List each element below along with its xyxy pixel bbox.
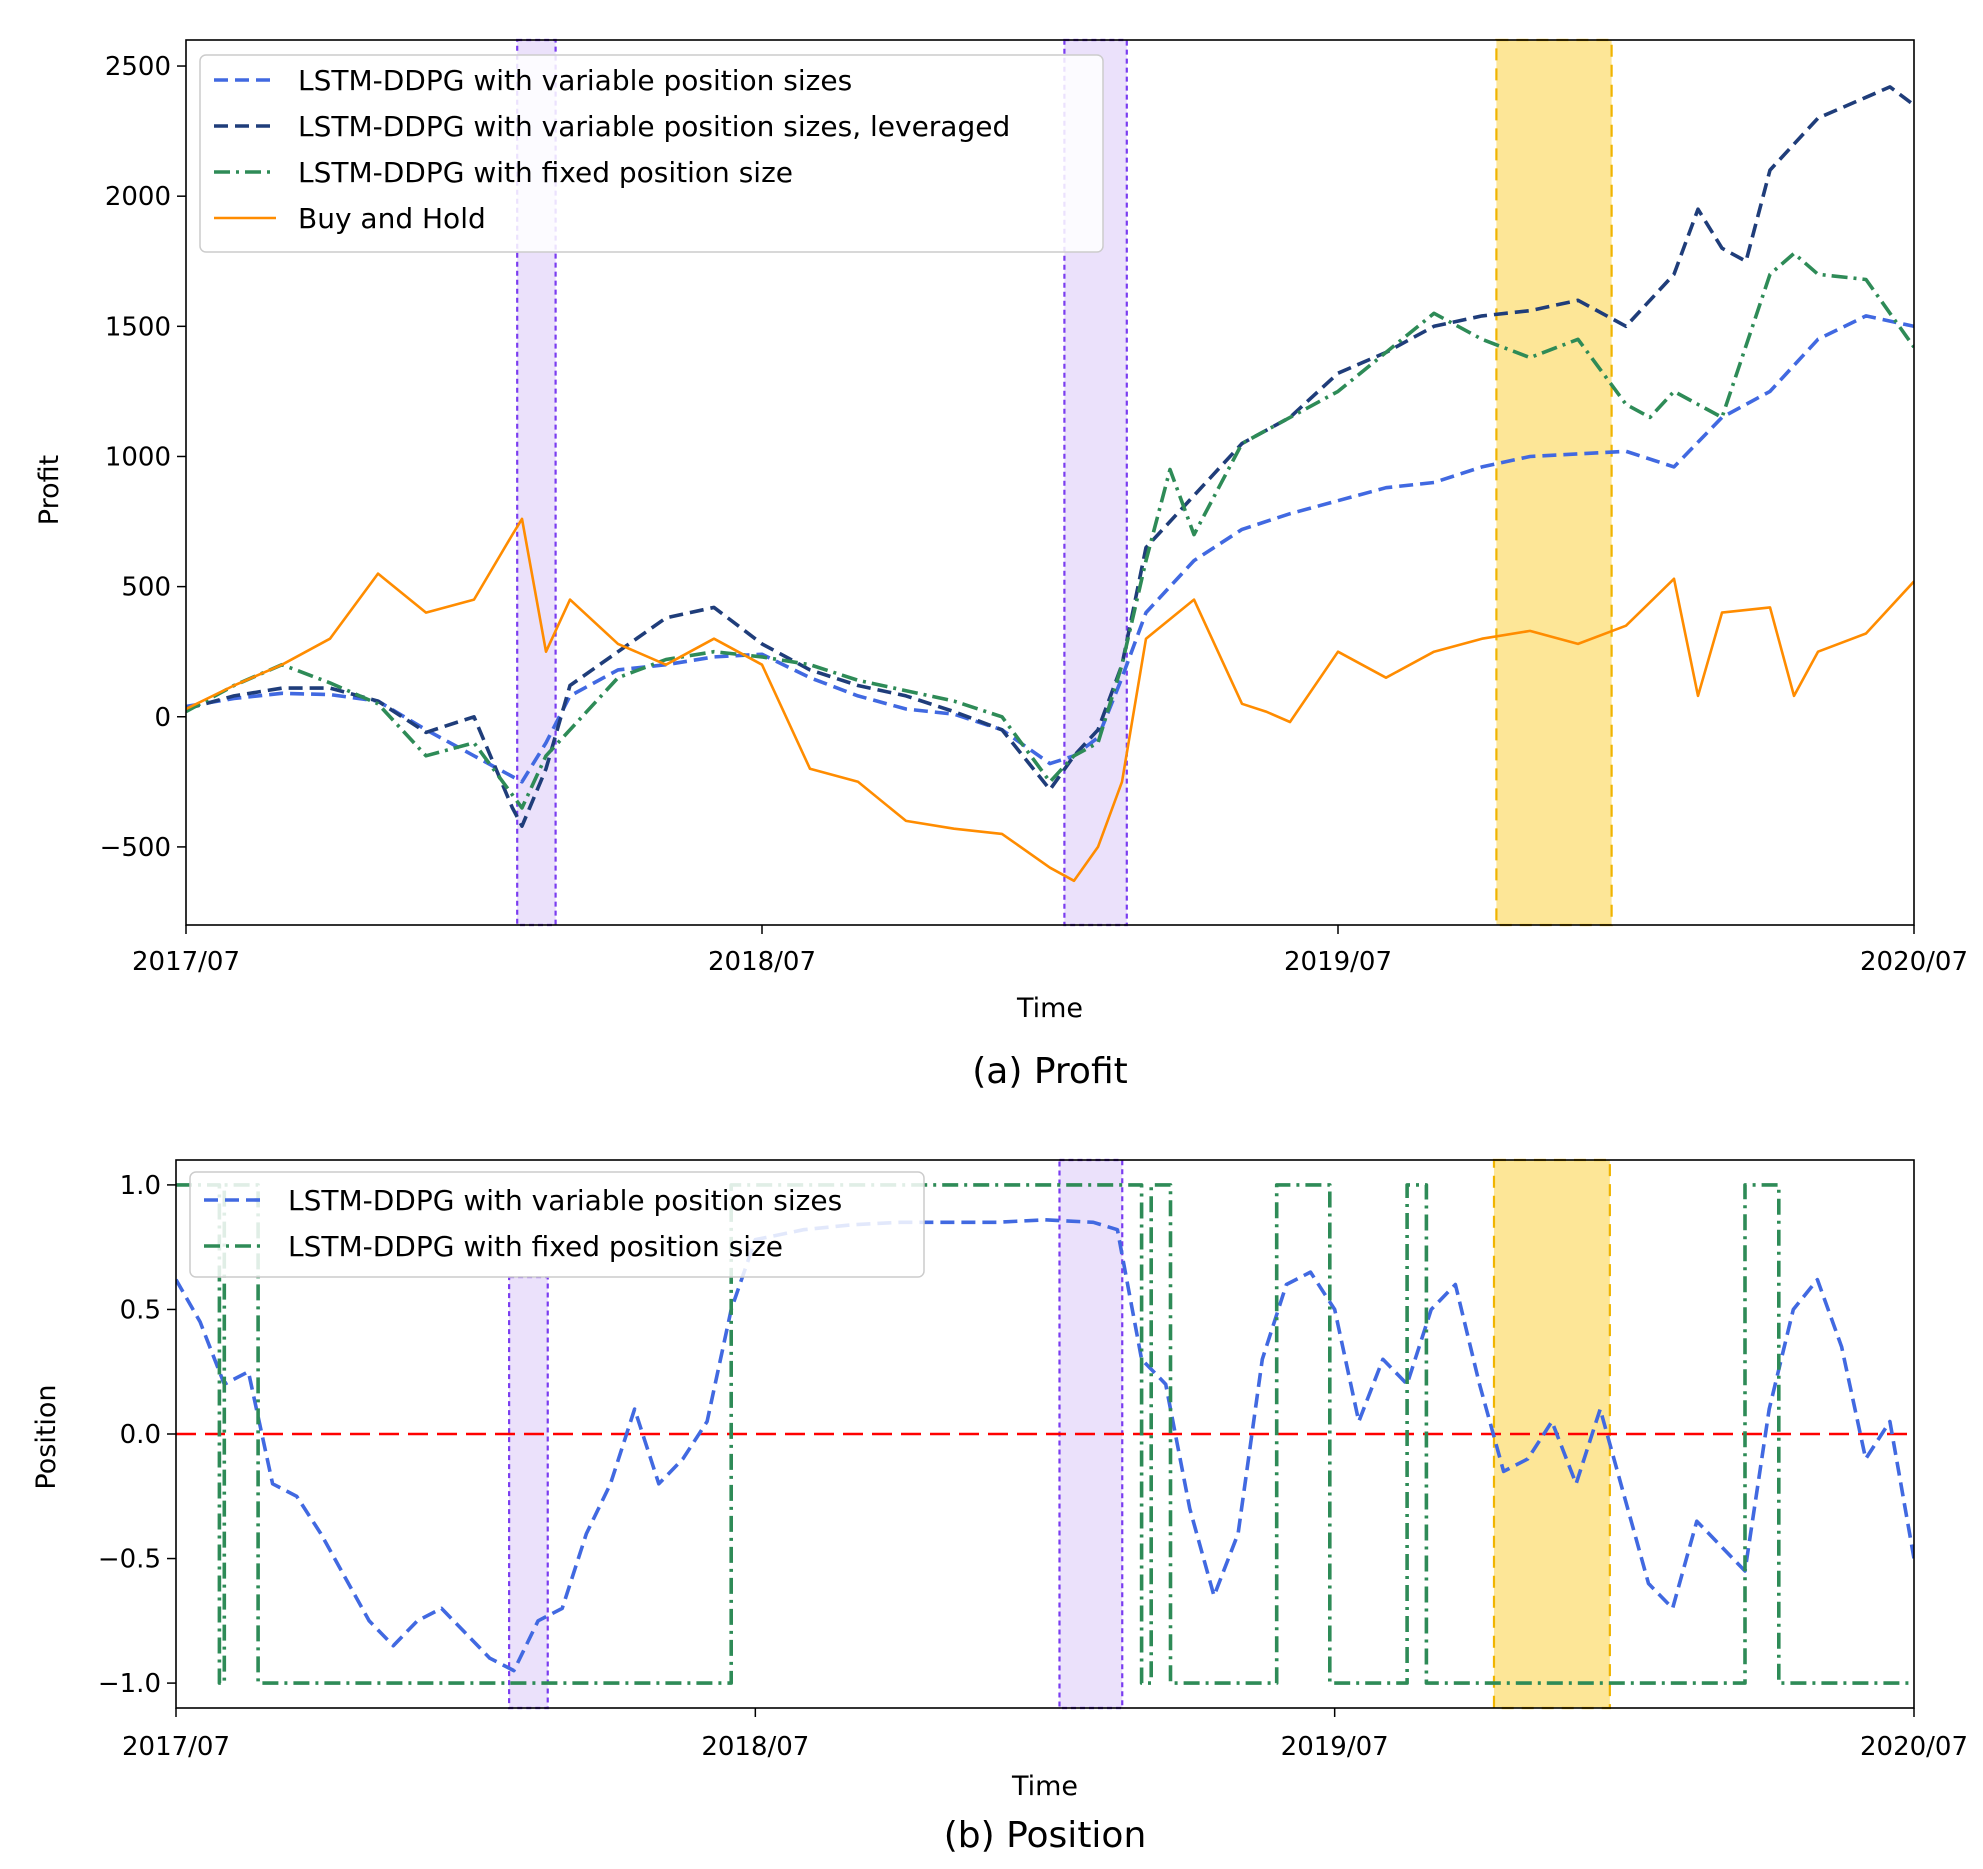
profit-y-tick-label: 0	[154, 703, 171, 733]
profit-x-tick-label: 2017/07	[132, 947, 240, 977]
profit-y-tick-label: 1000	[105, 442, 171, 472]
position-highlight-region	[508, 1275, 549, 1710]
profit-x-tick-label: 2018/07	[708, 947, 816, 977]
position-y-tick-label: 1.0	[120, 1171, 161, 1201]
profit-series	[186, 85, 1914, 883]
profit-y-tick-label: 2500	[105, 52, 171, 82]
position-legend-label: LSTM-DDPG with fixed position size	[288, 1230, 783, 1263]
position-series-line-0	[176, 1218, 1914, 1673]
profit-series-line-0	[186, 314, 1914, 784]
profit-legend-box	[199, 54, 1104, 253]
position-x-tick-label: 2017/07	[122, 1732, 230, 1762]
profit-y-tick-label: 500	[121, 573, 171, 603]
position-legend: LSTM-DDPG with variable position sizes LS…	[189, 1171, 925, 1278]
position-x-axis-title: Time	[1011, 1771, 1078, 1802]
position-y-tick-label: 0.5	[120, 1295, 161, 1325]
position-y-tick-label: −0.5	[98, 1545, 161, 1575]
profit-axis-ticks: 2017/07 2018/07 2019/07 2020/07 −500 0 500 1000…	[100, 52, 1968, 977]
position-caption: (b) Position	[944, 1815, 1147, 1856]
position-y-tick-label: 0.0	[120, 1420, 161, 1450]
profit-x-tick-label: 2019/07	[1284, 947, 1392, 977]
profit-legend-label: Buy and Hold	[298, 202, 486, 235]
profit-x-axis-title: Time	[1016, 993, 1083, 1024]
profit-legend-label: LSTM-DDPG with variable position sizes	[298, 64, 852, 97]
profit-series-line-2	[186, 251, 1914, 810]
position-x-tick-label: 2020/07	[1860, 1732, 1968, 1762]
profit-highlight-region	[1495, 38, 1613, 927]
profit-legend-label: LSTM-DDPG with variable position sizes, …	[298, 110, 1010, 143]
position-y-axis-title: Position	[31, 1384, 62, 1489]
position-y-tick-label: −1.0	[98, 1669, 161, 1699]
position-chart: 2017/07 2018/07 2019/07 2020/07 −1.0 −0.5 0.0 0…	[31, 1158, 1968, 1856]
position-x-tick-label: 2018/07	[701, 1732, 809, 1762]
position-axis-ticks: 2017/07 2018/07 2019/07 2020/07 −1.0 −0.5 0.0 0…	[98, 1171, 1968, 1762]
profit-legend: LSTM-DDPG with variable position sizes LS…	[199, 54, 1104, 253]
profit-caption: (a) Profit	[972, 1051, 1128, 1092]
profit-y-tick-label: 2000	[105, 182, 171, 212]
position-x-tick-label: 2019/07	[1281, 1732, 1389, 1762]
profit-y-tick-label: −500	[100, 833, 171, 863]
profit-series-line-3	[186, 517, 1914, 883]
position-legend-label: LSTM-DDPG with variable position sizes	[288, 1184, 842, 1217]
profit-plot-frame	[185, 39, 1915, 926]
profit-x-tick-label: 2020/07	[1860, 947, 1968, 977]
profit-chart: 2017/07 2018/07 2019/07 2020/07 −500 0 500 1000…	[34, 38, 1968, 1092]
profit-y-axis-title: Profit	[34, 455, 65, 525]
profit-series-line-1	[186, 85, 1914, 828]
profit-y-tick-label: 1500	[105, 312, 171, 342]
profit-legend-label: LSTM-DDPG with fixed position size	[298, 156, 793, 189]
position-legend-box	[189, 1171, 925, 1278]
